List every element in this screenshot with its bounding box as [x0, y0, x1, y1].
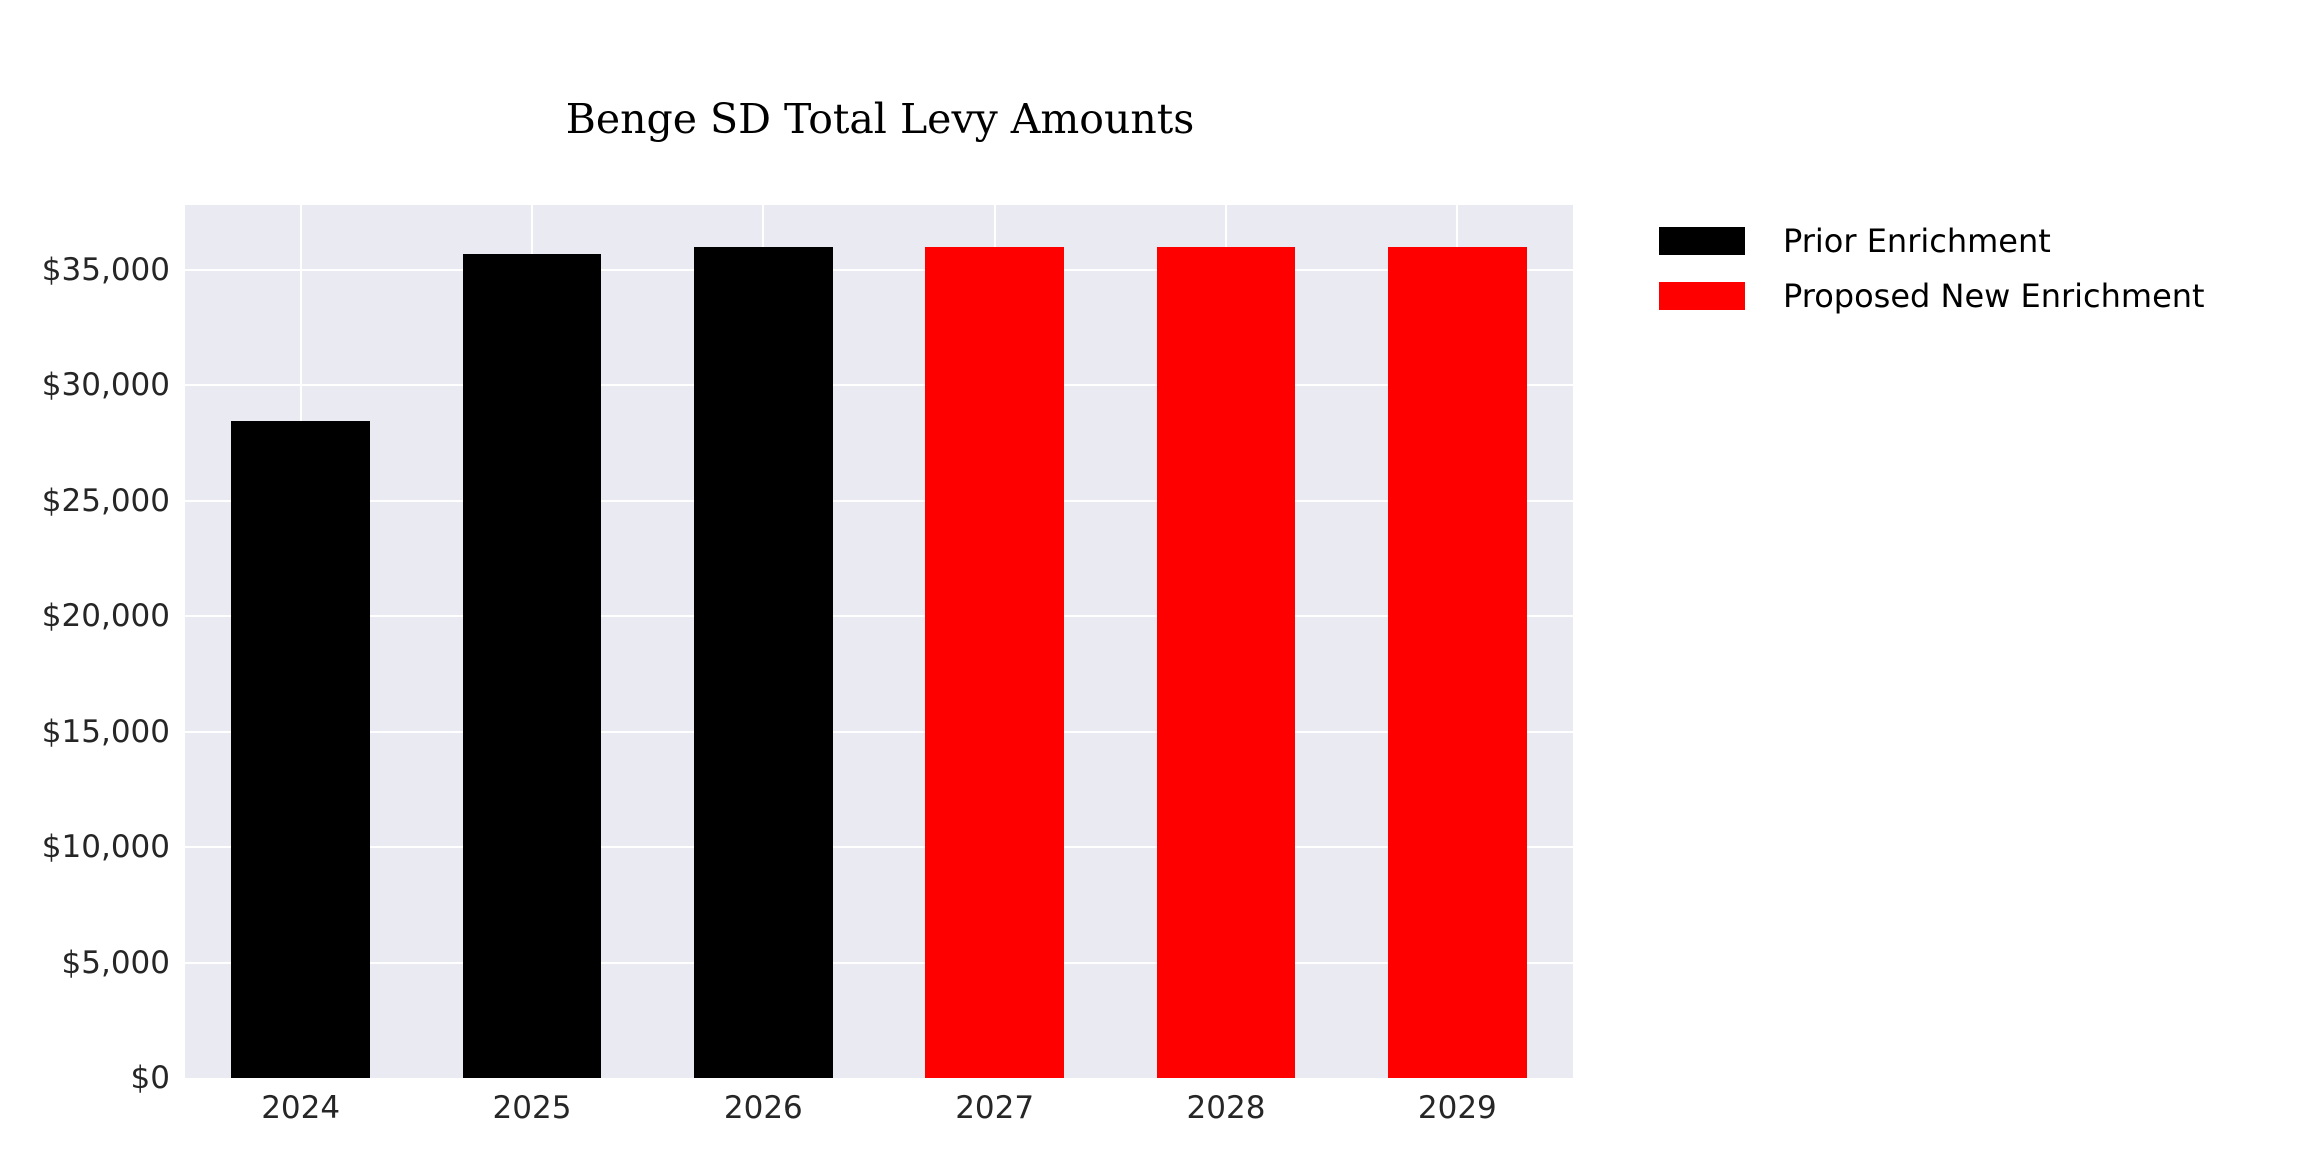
- gridline-horizontal: [185, 384, 1573, 387]
- bar-2027[interactable]: [925, 246, 1065, 1078]
- legend-swatch-icon: [1659, 281, 1745, 310]
- x-axis-tick-labels: 2024 2025 2026 2027 2028 2029: [185, 1090, 1573, 1140]
- y-tick-label: $20,000: [41, 598, 170, 635]
- chart-title: Benge SD Total Levy Amounts: [565, 94, 1195, 143]
- y-tick-label: $25,000: [41, 482, 170, 519]
- x-tick-label-2027: 2027: [955, 1090, 1035, 1126]
- bar-2024[interactable]: [231, 420, 371, 1078]
- legend-label: Proposed New Enrichment: [1783, 276, 2205, 315]
- legend-item-1[interactable]: Proposed New Enrichment: [1659, 268, 2279, 323]
- gridline-horizontal: [185, 961, 1573, 964]
- bar-2029[interactable]: [1387, 246, 1527, 1078]
- legend-item-0[interactable]: Prior Enrichment: [1659, 213, 2279, 268]
- bar-2025[interactable]: [462, 253, 602, 1078]
- x-tick-label-2028: 2028: [1186, 1090, 1266, 1126]
- bar-2026[interactable]: [693, 246, 833, 1078]
- bar-2028[interactable]: [1156, 246, 1296, 1078]
- legend-label: Prior Enrichment: [1783, 221, 2051, 260]
- gridline-horizontal: [185, 615, 1573, 618]
- gridline-horizontal: [185, 499, 1573, 502]
- gridline-horizontal: [185, 846, 1573, 849]
- y-tick-label: $30,000: [41, 367, 170, 404]
- y-tick-label: $5,000: [61, 944, 170, 981]
- gridline-horizontal: [185, 268, 1573, 271]
- chart-legend: Prior Enrichment Proposed New Enrichment: [1659, 213, 2279, 323]
- x-tick-label-2026: 2026: [723, 1090, 803, 1126]
- x-tick-label-2025: 2025: [492, 1090, 572, 1126]
- y-tick-label: $35,000: [41, 251, 170, 288]
- y-axis-tick-labels: $0 $5,000 $10,000 $15,000 $20,000 $25,000 $30,…: [0, 0, 170, 1152]
- x-tick-label-2024: 2024: [261, 1090, 341, 1126]
- y-tick-label: $10,000: [41, 829, 170, 866]
- plot-area: [185, 205, 1573, 1078]
- y-tick-label: $0: [130, 1060, 170, 1096]
- x-tick-label-2029: 2029: [1417, 1090, 1497, 1126]
- legend-swatch-icon: [1659, 226, 1745, 255]
- y-tick-label: $15,000: [41, 713, 170, 750]
- gridline-horizontal: [185, 730, 1573, 733]
